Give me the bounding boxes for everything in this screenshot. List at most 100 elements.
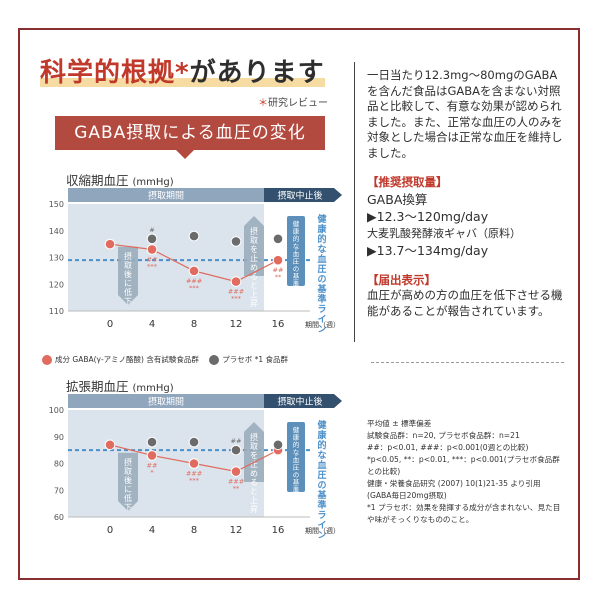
- x-tick-label: 0: [107, 525, 113, 536]
- placebo-point: [272, 233, 284, 245]
- placebo-point: [230, 236, 242, 247]
- diastolic-chart: 摂取期間 摂取中止後60708090100摂取後に低下摂取を止めると上昇健康的な血…: [49, 394, 342, 541]
- intake-phase-header: [68, 188, 264, 202]
- baseline-side-label: 健康的な血圧の基準ライン: [316, 419, 327, 541]
- section-banner: GABA摂取による血圧の変化: [55, 116, 325, 150]
- gaba-significance-mark: ###: [186, 470, 202, 478]
- gaba-significance-mark: **: [233, 485, 240, 493]
- claim-heading: 【届出表示】: [367, 272, 436, 287]
- placebo-point: [230, 444, 242, 456]
- subtitle: ＊研究レビュー: [258, 94, 328, 109]
- title-main: 科学的根拠: [40, 58, 176, 88]
- page-title: 科学的根拠*があります: [40, 52, 325, 89]
- stop-phase-label: 摂取中止後: [277, 396, 322, 408]
- gaba-point: [272, 254, 284, 266]
- placebo-point: [146, 233, 158, 245]
- x-tick-label: 4: [149, 319, 155, 330]
- dashed-divider: [371, 362, 564, 363]
- footnote: *p<0.05, **：p<0.01, ***：p<0.001(プラセボ食品群と…: [367, 455, 560, 476]
- legend-gaba-label: 成分 GABA(γ-アミノ酪酸) 含有試験食品群: [55, 355, 199, 364]
- gaba-significance-mark: ##: [147, 255, 158, 263]
- systolic-chart: 摂取期間 摂取中止後110120130140150摂取後に低下摂取を止めると上昇健…: [49, 188, 342, 335]
- x-tick-label: 12: [230, 319, 243, 330]
- x-axis-label: 期間（週）: [305, 320, 340, 329]
- x-axis-label: 期間（週）: [305, 526, 340, 535]
- gaba-significance-mark: ##: [273, 266, 284, 274]
- vertical-divider: [354, 62, 355, 342]
- gaba-point: [104, 439, 116, 451]
- gaba-point: [104, 238, 116, 250]
- increase-note-label: 摂取を止めると上昇: [250, 432, 258, 514]
- footnote: 健康・栄養食品研究 (2007) 10(1)21-35 より引用 (GABA毎日…: [367, 479, 541, 500]
- gaba-significance-mark: ***: [189, 284, 200, 292]
- placebo-point: [188, 230, 200, 242]
- decrease-note-shape: [118, 452, 138, 511]
- baseline-note-box: [287, 422, 305, 492]
- legend: 成分 GABA(γ-アミノ酪酸) 含有試験食品群 プラセボ *1 食品群: [42, 354, 288, 365]
- gaba-significance-mark: ***: [189, 477, 200, 485]
- intake-band: [68, 410, 264, 517]
- stop-phase-header: [264, 394, 342, 408]
- dose-heading: 【推奨摂取量】: [367, 175, 448, 189]
- gaba-significance-mark: **: [275, 273, 282, 281]
- y-tick-label: 90: [54, 433, 64, 442]
- y-tick-label: 80: [54, 460, 64, 469]
- intake-band: [68, 204, 264, 311]
- placebo-point: [272, 439, 284, 451]
- placebo-point: [146, 436, 158, 448]
- dose-line: 大麦乳酸発酵液ギャバ（原料）: [367, 226, 521, 240]
- intro-text: 一日当たり12.3mg～80mgのGABAを含んだ食品はGABAを含まない対照品…: [367, 68, 563, 160]
- content-frame: [18, 28, 580, 580]
- legend-placebo-label: プラセボ *1 食品群: [222, 355, 289, 364]
- gaba-significance-mark: ***: [147, 262, 158, 270]
- increase-note-shape: [244, 422, 264, 482]
- baseline-note-label: 健康的な血圧の基準ライン: [293, 425, 300, 517]
- legend-gaba-marker: [42, 355, 52, 365]
- placebo-significance-mark: #: [149, 226, 154, 234]
- gaba-point: [230, 466, 242, 477]
- subtitle-text: 研究レビュー: [268, 98, 328, 109]
- intake-phase-label: 摂取期間: [148, 190, 184, 202]
- gaba-significance-mark: ##: [147, 461, 158, 469]
- footnotes: 平均値 ± 標準偏差 試験食品群：n=20, プラセボ食品群：n=21 ##：p…: [367, 418, 567, 526]
- gaba-point: [146, 450, 158, 461]
- title-star: *: [175, 58, 190, 88]
- decrease-note-shape: [118, 246, 138, 305]
- x-tick-label: 8: [191, 525, 197, 536]
- gaba-significance-mark: ***: [231, 295, 242, 303]
- footnote: 平均値 ± 標準偏差: [367, 419, 432, 428]
- y-tick-label: 120: [49, 280, 64, 289]
- y-tick-label: 110: [49, 307, 64, 316]
- decrease-note-label: 摂取後に低下: [124, 457, 132, 512]
- gaba-significance-mark: ###: [228, 478, 244, 486]
- x-tick-label: 8: [191, 319, 197, 330]
- footnote: 試験食品群：n=20, プラセボ食品群：n=21: [367, 431, 520, 440]
- gaba-point: [146, 244, 158, 255]
- dose-line: GABA換算: [367, 191, 428, 207]
- gaba-point: [188, 458, 200, 469]
- y-tick-label: 100: [49, 406, 64, 415]
- y-tick-label: 140: [49, 227, 64, 236]
- x-tick-label: 0: [107, 319, 113, 330]
- footnote: *1 プラセボ：効果を発揮する成分が含まれない、見た目や味がそっくりなもののこと…: [367, 503, 561, 524]
- dose-line: ▶12.3～120mg/day: [367, 208, 489, 224]
- baseline-note-box: [287, 216, 305, 286]
- gaba-significance-mark: ###: [186, 277, 202, 285]
- increase-note-shape: [244, 216, 264, 276]
- chart-title-systolic: 収縮期血圧 (mmHg): [66, 173, 174, 188]
- stop-phase-header: [264, 188, 342, 202]
- y-tick-label: 70: [54, 486, 64, 495]
- placebo-significance-mark: ##: [231, 437, 242, 445]
- gaba-significance-mark: *: [150, 468, 154, 476]
- x-tick-label: 16: [272, 319, 285, 330]
- dose-line: ▶13.7～134mg/day: [367, 242, 489, 258]
- intake-phase-header: [68, 394, 264, 408]
- legend-placebo-marker: [209, 355, 220, 365]
- baseline-note-label: 健康的な血圧の基準ライン: [293, 219, 300, 311]
- subtitle-star: ＊: [258, 98, 268, 109]
- footnote: ##：p<0.01, ###：p<0.001(0週との比較): [367, 443, 529, 452]
- title-rest: があります: [189, 58, 325, 88]
- placebo-point: [188, 436, 200, 448]
- gaba-point: [230, 276, 242, 287]
- banner-pointer: [176, 150, 194, 159]
